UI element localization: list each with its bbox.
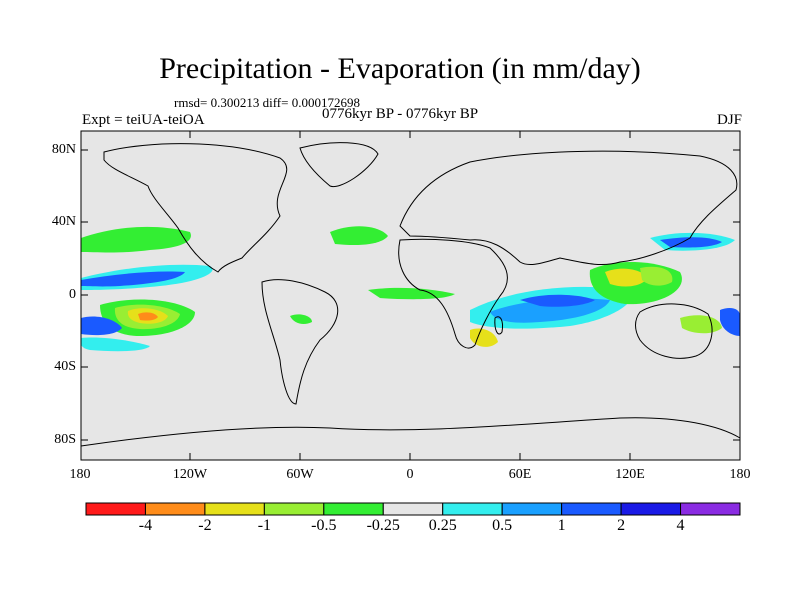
contour-mc-lightgreen [640, 266, 673, 286]
lon-tick-180e: 180 [729, 467, 751, 482]
period-label: 0776kyr BP - 0776kyr BP [322, 106, 479, 122]
colorbar-swatch [680, 502, 741, 516]
colorbar-swatch [501, 502, 563, 516]
colorbar-swatch [323, 502, 384, 516]
coastlines [80, 142, 741, 447]
lat-ticks [81, 149, 740, 441]
lon-tick-0: 0 [406, 467, 414, 482]
coast-eurasia [399, 150, 738, 265]
coast-greenland [299, 142, 379, 188]
colorbar-swatch [382, 502, 444, 516]
contour-swpac-blue [81, 316, 122, 336]
colorbar-swatch [144, 502, 206, 516]
lat-tick-40s: 40S [54, 359, 76, 374]
lon-tick-60w: 60W [286, 467, 314, 482]
lat-tick-40n: 40N [51, 214, 76, 229]
contour-natl-green [330, 226, 388, 246]
lon-ticks [189, 131, 631, 460]
contour-spac-orange [138, 312, 158, 321]
plot-title: Precipitation - Evaporation (in mm/day) [159, 52, 641, 85]
coast-madagascar [494, 316, 503, 335]
colorbar-label: -1 [257, 517, 272, 534]
coast-africa [398, 238, 508, 349]
contour-aus-green [680, 315, 722, 334]
colorbar-label: -4 [138, 517, 153, 534]
colorbar-label: 0.25 [428, 517, 457, 534]
season-label: DJF [716, 112, 742, 128]
coast-antarctica [80, 417, 741, 447]
lat-tick-0: 0 [69, 287, 76, 302]
colorbar-label: -0.25 [366, 517, 400, 534]
contour-satl-green [290, 314, 312, 324]
lon-tick-120w: 120W [172, 467, 208, 482]
coast-north-america [103, 143, 288, 273]
lon-tick-120e: 120E [615, 467, 645, 482]
colorbar-label: 1 [557, 517, 566, 534]
contour-tpac-blue [81, 271, 185, 287]
contour-io-blue [520, 294, 595, 307]
contour-wpac-blue [720, 308, 740, 336]
colorbar-label: 2 [617, 517, 626, 534]
contour-fills [81, 226, 740, 352]
colorbar-swatch [263, 502, 325, 516]
colorbar-label: -0.5 [311, 517, 337, 534]
lon-tick-180w: 180 [69, 467, 91, 482]
coast-south-america [261, 279, 339, 405]
colorbar-swatch [620, 502, 682, 516]
contour-eqatl-green [368, 287, 455, 300]
colorbar-label: -2 [198, 517, 212, 534]
contour-mc-yellow [605, 268, 648, 287]
contour-npac-green [81, 226, 191, 253]
colorbar-label: 4 [676, 517, 685, 534]
colorbar-swatch [204, 502, 265, 516]
experiment-label: Expt = teiUA-teiOA [82, 112, 205, 128]
contour-safr-yellow [470, 328, 498, 347]
colorbar-swatch [442, 502, 503, 516]
stats-text: rmsd= 0.300213 diff= 0.000172698 [174, 95, 360, 110]
contour-nwpac-blue [660, 237, 722, 248]
lon-tick-60e: 60E [508, 467, 532, 482]
coast-australia [635, 303, 713, 359]
colorbar [85, 502, 741, 516]
colorbar-swatch [561, 502, 622, 516]
contour-swpac-cyan [81, 337, 150, 352]
lat-tick-80s: 80S [54, 432, 76, 447]
lat-tick-80n: 80N [51, 142, 76, 157]
colorbar-swatch [85, 502, 146, 516]
colorbar-label: 0.5 [492, 517, 513, 534]
